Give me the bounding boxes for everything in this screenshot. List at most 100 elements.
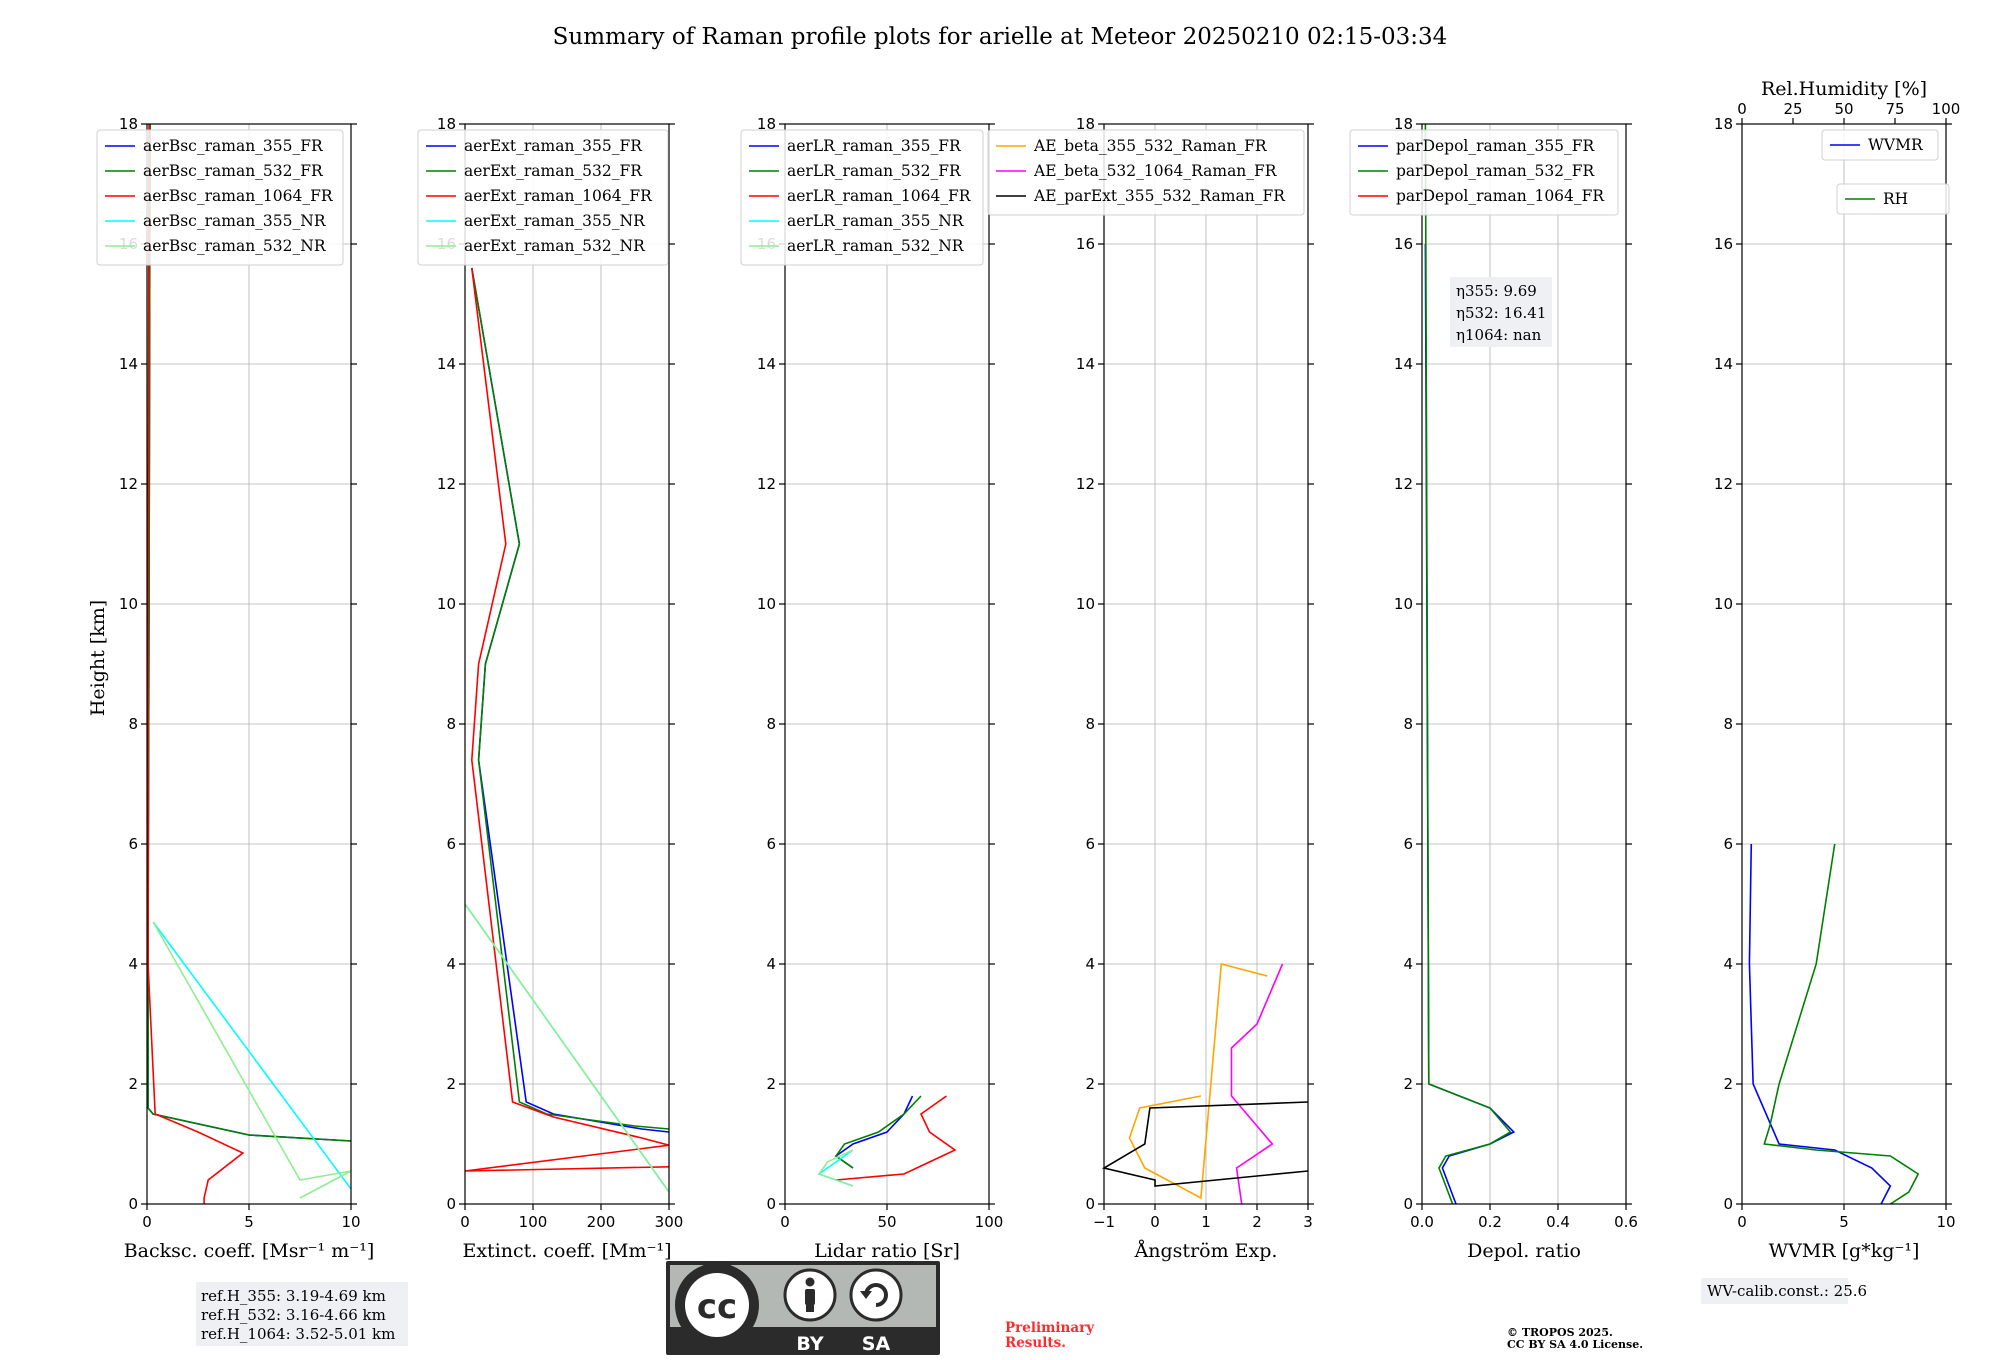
x-tick-label: 2 xyxy=(1252,1213,1262,1231)
x-tick-label: 10 xyxy=(341,1213,360,1231)
y-tick-label: 12 xyxy=(757,475,776,493)
legend-label: RH xyxy=(1883,190,1908,208)
x-tick-label: 3 xyxy=(1303,1213,1313,1231)
series-line-aerBsc_raman_355_NR xyxy=(152,921,352,1190)
series-line-aerLR_raman_355_FR xyxy=(834,1095,914,1169)
y-tick-label: 18 xyxy=(437,115,456,133)
refH-note: ref.H_355: 3.19-4.69 km ref.H_532: 3.16-… xyxy=(196,1282,408,1346)
x-axis-label: Depol. ratio xyxy=(1467,1240,1581,1262)
x2-tick-label: 100 xyxy=(1932,100,1961,118)
y-tick-label: 18 xyxy=(1714,115,1733,133)
legend-label: AE_parExt_355_532_Raman_FR xyxy=(1033,187,1286,205)
legend-label: aerBsc_raman_1064_FR xyxy=(143,187,334,205)
x-tick-label: 5 xyxy=(244,1213,254,1231)
legend-label: aerExt_raman_532_FR xyxy=(464,162,643,180)
refH-box xyxy=(196,1282,408,1346)
x-tick-label: −1 xyxy=(1093,1213,1115,1231)
x-tick-label: 1 xyxy=(1201,1213,1211,1231)
by-label: BY xyxy=(796,1333,823,1355)
panel-1: 0246810121416180510Backsc. coeff. [Msr⁻¹… xyxy=(96,115,375,1262)
x-axis-label: Backsc. coeff. [Msr⁻¹ m⁻¹] xyxy=(124,1240,375,1262)
series-line-RH xyxy=(1763,843,1920,1205)
y-tick-label: 18 xyxy=(1076,115,1095,133)
y-tick-label: 0 xyxy=(766,1195,776,1213)
y-tick-label: 2 xyxy=(1723,1075,1733,1093)
y-tick-label: 4 xyxy=(1403,955,1413,973)
y-tick-label: 14 xyxy=(119,355,138,373)
panel-3: 024681012141618050100Lidar ratio [Sr]aer… xyxy=(740,115,1003,1262)
legend-label: aerLR_raman_355_FR xyxy=(787,137,962,155)
legend-box xyxy=(740,129,984,266)
x-tick-label: 0 xyxy=(1737,1213,1747,1231)
y-tick-label: 0 xyxy=(1403,1195,1413,1213)
x-axis-label: Ångström Exp. xyxy=(1134,1240,1278,1262)
legend-label: AE_beta_532_1064_Raman_FR xyxy=(1033,162,1278,180)
y-tick-label: 12 xyxy=(1394,475,1413,493)
legend-label: aerExt_raman_355_NR xyxy=(464,212,646,230)
y-tick-label: 4 xyxy=(1723,955,1733,973)
y-tick-label: 4 xyxy=(128,955,138,973)
y-tick-label: 16 xyxy=(1076,235,1095,253)
y-tick-label: 2 xyxy=(446,1075,456,1093)
refH-532: ref.H_532: 3.16-4.66 km xyxy=(201,1306,386,1324)
y-tick-label: 6 xyxy=(446,835,456,853)
y-tick-label: 14 xyxy=(437,355,456,373)
y-tick-label: 4 xyxy=(766,955,776,973)
y-tick-label: 0 xyxy=(1085,1195,1095,1213)
x-tick-label: 0.2 xyxy=(1478,1213,1502,1231)
plot-frame xyxy=(464,123,670,1205)
y-tick-label: 0 xyxy=(128,1195,138,1213)
series-line-WVMR xyxy=(1748,843,1892,1205)
eta-box xyxy=(1450,277,1552,347)
series-line-aerLR_raman_532_FR xyxy=(834,1095,922,1169)
y-tick-label: 18 xyxy=(119,115,138,133)
y-tick-label: 2 xyxy=(766,1075,776,1093)
legend-label: parDepol_raman_532_FR xyxy=(1396,162,1596,180)
x-tick-label: 100 xyxy=(519,1213,548,1231)
x-tick-label: 0.0 xyxy=(1410,1213,1434,1231)
series-line-aerLR_raman_532_NR xyxy=(817,1149,854,1187)
y-tick-label: 10 xyxy=(1076,595,1095,613)
y-tick-label: 10 xyxy=(119,595,138,613)
legend-label: aerExt_raman_532_NR xyxy=(464,237,646,255)
x-tick-label: 10 xyxy=(1936,1213,1955,1231)
y-tick-label: 8 xyxy=(1403,715,1413,733)
y-tick-label: 10 xyxy=(1714,595,1733,613)
series-line-parDepol_raman_532_FR xyxy=(1424,123,1512,1205)
legend-box xyxy=(1836,183,1950,215)
preliminary-line-2: Results. xyxy=(1005,1335,1066,1351)
cc-inner-icon xyxy=(685,1273,749,1337)
figure-title: Summary of Raman profile plots for ariel… xyxy=(553,24,1448,50)
plot-frame xyxy=(1421,123,1627,1205)
series-line-AE_beta_355_532_Raman_FR xyxy=(1128,962,1268,1200)
y-tick-label: 12 xyxy=(1076,475,1095,493)
y-tick-label: 8 xyxy=(766,715,776,733)
y-tick-label: 8 xyxy=(128,715,138,733)
y-tick-label: 6 xyxy=(766,835,776,853)
y-tick-label: 10 xyxy=(437,595,456,613)
y-tick-label: 6 xyxy=(1085,835,1095,853)
x-tick-label: 50 xyxy=(877,1213,896,1231)
y-tick-label: 6 xyxy=(1723,835,1733,853)
eta-1064: η1064: nan xyxy=(1456,326,1542,344)
panels: 0246810121416180510Backsc. coeff. [Msr⁻¹… xyxy=(96,78,1960,1262)
legend-label: aerBsc_raman_355_NR xyxy=(143,212,327,230)
x-axis-label: Lidar ratio [Sr] xyxy=(814,1240,960,1262)
legend-label: aerBsc_raman_355_FR xyxy=(143,137,324,155)
y-tick-label: 12 xyxy=(119,475,138,493)
sa-share-icon xyxy=(849,1268,903,1322)
y-tick-label: 12 xyxy=(1714,475,1733,493)
y-tick-label: 14 xyxy=(1076,355,1095,373)
copyright-line-2: CC BY SA 4.0 License. xyxy=(1507,1338,1643,1351)
x-tick-label: 300 xyxy=(655,1213,684,1231)
x2-tick-label: 0 xyxy=(1737,100,1747,118)
x-axis-label: WVMR [g*kg⁻¹] xyxy=(1769,1240,1920,1262)
wv-calib-box xyxy=(1701,1278,1848,1304)
series-line-aerBsc_raman_532_FR xyxy=(147,123,352,1142)
legend-box xyxy=(1349,129,1619,216)
x-tick-label: 0.4 xyxy=(1546,1213,1570,1231)
eta-355: η355: 9.69 xyxy=(1456,282,1537,300)
x2-tick-label: 75 xyxy=(1885,100,1904,118)
